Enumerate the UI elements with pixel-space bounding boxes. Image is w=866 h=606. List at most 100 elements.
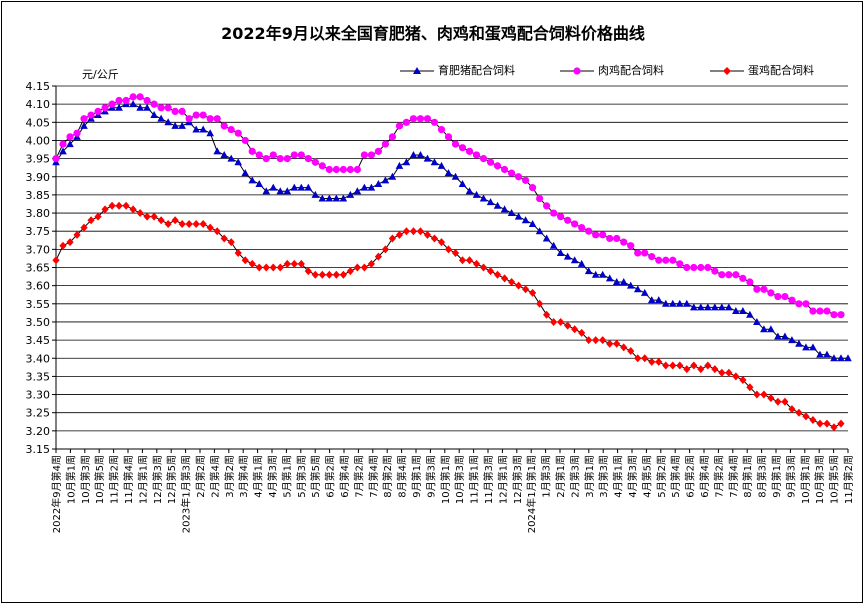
data-point-0: [802, 343, 810, 351]
data-point-1: [353, 165, 361, 174]
x-tick-label: 4月第3周: [266, 455, 279, 498]
data-point-1: [662, 256, 670, 264]
data-point-0: [297, 183, 306, 191]
data-point-1: [136, 93, 144, 101]
data-point-1: [304, 155, 312, 163]
data-point-0: [143, 103, 151, 111]
data-point-1: [178, 107, 186, 116]
data-point-1: [704, 263, 712, 272]
data-point-2: [318, 270, 326, 279]
data-point-2: [774, 397, 782, 406]
x-tick-label: 12月第5周: [165, 455, 178, 504]
data-point-0: [171, 121, 179, 129]
data-point-0: [129, 100, 137, 108]
x-tick-label: 10月第1周: [64, 455, 77, 504]
data-point-2: [346, 267, 354, 276]
data-point-0: [612, 278, 621, 286]
data-point-2: [164, 219, 172, 228]
x-tick-label: 6月第2周: [684, 455, 697, 498]
x-tick-label: 10月第3周: [453, 455, 466, 504]
data-point-1: [557, 213, 565, 221]
data-point-0: [416, 150, 425, 158]
data-point-0: [136, 103, 144, 111]
x-tick-label: 9月第3周: [784, 455, 797, 498]
data-point-2: [802, 412, 810, 421]
data-point-0: [697, 303, 705, 311]
data-point-0: [283, 187, 292, 195]
data-point-0: [269, 183, 278, 191]
data-point-2: [185, 219, 193, 228]
data-point-1: [479, 155, 488, 163]
data-point-0: [746, 310, 754, 318]
data-point-0: [690, 303, 698, 311]
data-point-1: [606, 234, 614, 243]
data-point-1: [599, 231, 607, 239]
y-tick-label: 3.55: [26, 298, 51, 311]
y-tick-label: 3.65: [26, 262, 51, 275]
data-point-1: [276, 155, 284, 163]
data-point-1: [543, 202, 551, 210]
data-point-2: [725, 368, 733, 377]
data-point-0: [325, 194, 334, 202]
data-point-0: [367, 183, 376, 191]
data-point-2: [255, 263, 263, 272]
data-point-1: [206, 115, 214, 123]
data-point-0: [241, 169, 250, 177]
data-point-2: [297, 259, 305, 268]
data-point-0: [795, 339, 803, 347]
data-point-0: [150, 111, 158, 119]
data-point-1: [711, 267, 719, 275]
data-point-2: [486, 267, 495, 276]
x-tick-label: 12月第1周: [136, 455, 149, 504]
data-point-1: [164, 104, 172, 112]
data-point-0: [451, 172, 460, 180]
data-point-0: [732, 307, 740, 315]
data-point-1: [641, 249, 649, 257]
data-point-1: [753, 285, 761, 293]
data-point-1: [199, 111, 207, 119]
data-point-2: [178, 219, 186, 228]
data-point-1: [472, 151, 481, 159]
data-point-1: [774, 292, 782, 301]
data-point-1: [290, 151, 298, 159]
x-tick-label: 5月第2周: [655, 455, 668, 498]
x-tick-label: 6月第4周: [338, 455, 351, 498]
data-point-1: [634, 249, 642, 257]
data-point-2: [655, 357, 663, 366]
data-point-1: [262, 155, 270, 163]
data-point-2: [227, 238, 235, 247]
data-point-1: [297, 151, 305, 159]
x-tick-label: 2024年1月第1周: [525, 455, 538, 533]
y-tick-label: 3.60: [26, 280, 51, 293]
data-point-2: [325, 270, 333, 279]
data-point-2: [788, 405, 796, 414]
data-point-0: [711, 303, 719, 311]
data-point-2: [809, 415, 817, 424]
data-point-1: [115, 96, 123, 105]
data-point-1: [360, 151, 368, 159]
x-tick-label: 12月第1周: [496, 455, 509, 504]
data-point-0: [661, 299, 670, 307]
data-point-1: [486, 158, 495, 166]
data-point-1: [157, 104, 165, 112]
data-point-2: [718, 368, 726, 377]
data-point-0: [66, 140, 74, 148]
data-point-1: [423, 115, 432, 123]
data-point-1: [788, 296, 796, 304]
series-line-2: [55, 205, 842, 428]
data-point-1: [227, 125, 235, 134]
data-point-2: [213, 227, 221, 236]
data-point-0: [549, 241, 558, 249]
data-point-2: [571, 325, 579, 334]
data-point-1: [578, 223, 586, 232]
y-tick-label: 4.05: [26, 116, 51, 129]
data-point-1: [416, 115, 425, 123]
data-point-2: [430, 234, 439, 243]
data-point-1: [620, 238, 628, 246]
x-tick-label: 10月第3周: [79, 455, 92, 504]
data-point-0: [213, 147, 222, 155]
data-point-0: [535, 227, 544, 235]
x-tick-label: 11月第4周: [122, 455, 135, 504]
data-point-1: [332, 165, 340, 174]
